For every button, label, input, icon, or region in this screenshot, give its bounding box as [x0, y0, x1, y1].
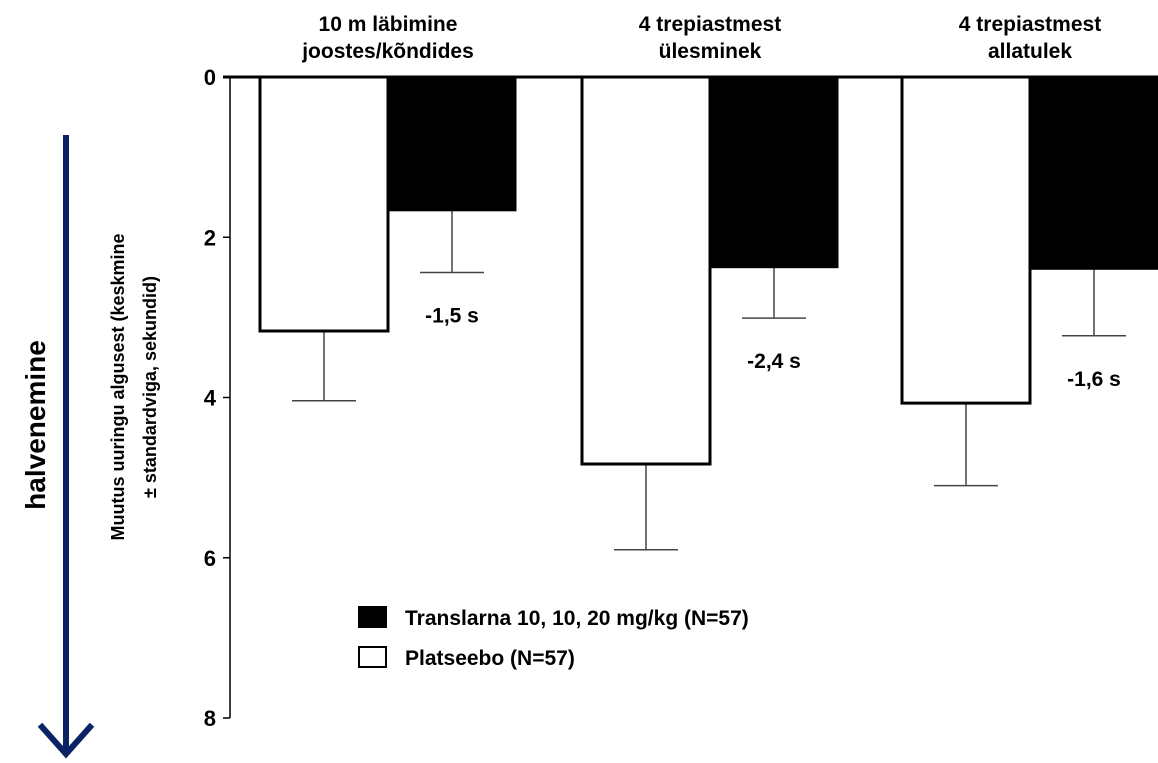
category-label: allatulek	[988, 40, 1072, 63]
bar-translarna	[709, 76, 839, 269]
worsening-label: halvenemine	[20, 340, 51, 510]
plot-area: 10 m läbimine joostes/kõndides -1,5 s 4 tre…	[258, 13, 1158, 551]
bar-placebo	[580, 75, 712, 466]
y-tick-label: 4	[204, 386, 217, 411]
worsening-arrow	[37, 135, 95, 759]
y-axis-title: Muutus uuringu algusest (keskmine ± stan…	[108, 233, 160, 540]
category-label: 4 trepiastmest	[959, 13, 1101, 36]
y-axis: 0 2 4 6 8	[204, 65, 231, 731]
legend-label-placebo: Platseebo (N=57)	[405, 647, 575, 670]
category-label: ülesminek	[659, 40, 762, 63]
difference-annotation: -2,4 s	[747, 350, 801, 373]
category-label: joostes/kõndides	[301, 40, 474, 63]
legend-swatch-placebo	[358, 646, 387, 668]
y-tick-label: 6	[204, 546, 216, 571]
difference-annotation: -1,6 s	[1067, 368, 1121, 391]
legend-label-translarna: Translarna 10, 10, 20 mg/kg (N=57)	[405, 607, 749, 630]
category-label: 10 m läbimine	[319, 13, 458, 36]
y-tick-label: 2	[204, 225, 216, 250]
y-axis-title-line-2: ± standardviga, sekundid)	[140, 276, 160, 498]
bar-placebo	[258, 75, 390, 333]
bar-placebo	[900, 75, 1032, 405]
difference-annotation: -1,5 s	[425, 305, 479, 328]
y-tick-label: 0	[204, 65, 216, 90]
y-axis-title-line-1: Muutus uuringu algusest (keskmine	[108, 233, 128, 540]
bar-translarna	[387, 76, 517, 212]
bar-translarna	[1029, 76, 1158, 270]
category-label: 4 trepiastmest	[639, 13, 781, 36]
legend: Translarna 10, 10, 20 mg/kg (N=57) Plats…	[358, 606, 749, 670]
legend-swatch-translarna	[358, 606, 387, 628]
y-tick-label: 8	[204, 706, 216, 731]
